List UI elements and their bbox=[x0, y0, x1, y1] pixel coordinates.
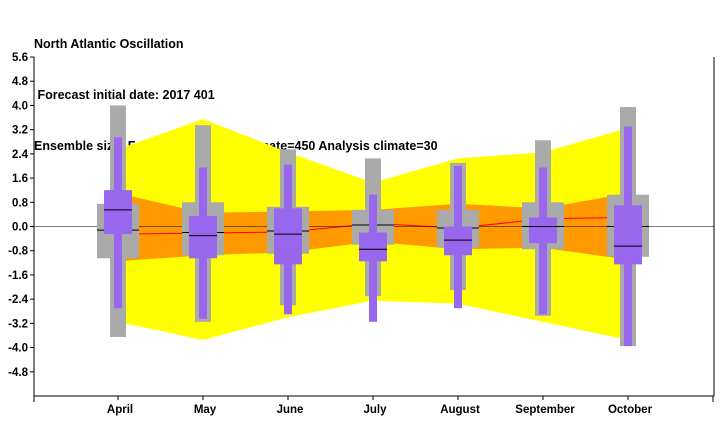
x-tick-label: July bbox=[363, 404, 387, 416]
chart-title: North Atlantic Oscillation bbox=[34, 37, 184, 51]
forecast-box bbox=[359, 232, 387, 262]
x-tick-label: August bbox=[440, 404, 480, 416]
x-tick-label: May bbox=[194, 404, 217, 416]
y-tick-label: 4.0 bbox=[12, 100, 28, 112]
forecast-box bbox=[274, 208, 302, 265]
forecast-box bbox=[104, 190, 132, 235]
forecast-box bbox=[614, 205, 642, 265]
chart-axes: 5.6 4.8 4.0 3.2 2.4 1.6 0.8 0.0 -0.8 -1.6 -2.4 -3.2… bbox=[8, 52, 715, 416]
y-tick-label: -1.6 bbox=[8, 270, 28, 282]
x-tick-label: June bbox=[277, 404, 304, 416]
y-tick-label: 4.8 bbox=[12, 76, 29, 88]
forecast-box bbox=[189, 215, 217, 259]
forecast-box bbox=[444, 226, 472, 256]
y-tick-label: 1.6 bbox=[12, 173, 28, 185]
y-tick-label: -2.4 bbox=[8, 294, 28, 306]
y-tick-label: 2.4 bbox=[12, 149, 29, 161]
x-tick-label: April bbox=[107, 404, 133, 416]
y-tick-label: -0.8 bbox=[8, 246, 28, 258]
y-tick-label: -3.2 bbox=[8, 318, 28, 330]
y-tick-label: 3.2 bbox=[12, 125, 28, 137]
y-tick-label: -4.0 bbox=[8, 343, 28, 355]
y-tick-label: -4.8 bbox=[8, 367, 28, 379]
y-tick-label: 0.8 bbox=[12, 197, 29, 209]
forecast-box bbox=[529, 217, 557, 244]
x-tick-label: September bbox=[515, 404, 575, 416]
box-plots bbox=[97, 105, 649, 347]
forecast-date-label: Forecast initial date: 2017 401 bbox=[34, 88, 215, 102]
x-tick-label: October bbox=[608, 404, 653, 416]
y-tick-label: 5.6 bbox=[12, 52, 28, 64]
y-tick-label: 0.0 bbox=[12, 222, 28, 234]
